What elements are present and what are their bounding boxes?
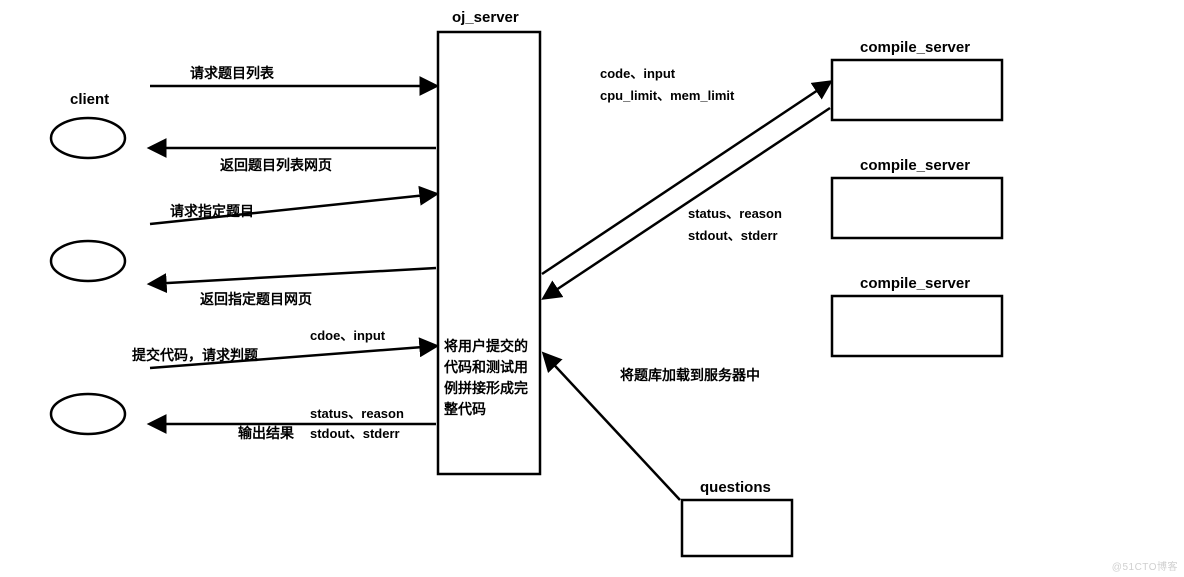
client-ellipse-3	[51, 394, 125, 434]
compile-server-rect-1	[832, 60, 1002, 120]
arrow-output: 输出结果 status、reason stdout、stderr	[150, 406, 436, 441]
questions-rect	[682, 500, 792, 556]
label-output-ann1: status、reason	[310, 406, 404, 421]
client-label: client	[70, 91, 109, 108]
oj-server-group: oj_server 将用户提交的代码和测试用例拼接形成完整代码	[438, 9, 540, 474]
compile-server-label-1: compile_server	[860, 39, 970, 56]
label-resp-list: 返回题目列表网页	[220, 157, 332, 173]
compile-servers-group: compile_server compile_server compile_se…	[832, 39, 1002, 356]
questions-group: questions	[682, 479, 792, 556]
compile-server-label-3: compile_server	[860, 275, 970, 292]
arrow-resp-one: 返回指定题目网页	[150, 268, 436, 307]
label-output: 输出结果	[238, 425, 295, 441]
label-submit: 提交代码，请求判题	[132, 347, 259, 363]
watermark: @51CTO博客	[1112, 558, 1178, 573]
label-resp-one: 返回指定题目网页	[200, 291, 312, 307]
compile-server-label-2: compile_server	[860, 157, 970, 174]
questions-label: questions	[700, 479, 771, 496]
label-load-questions: 将题库加载到服务器中	[620, 367, 760, 383]
label-from-compile1: status、reason	[688, 206, 782, 221]
client-group: client	[51, 91, 125, 434]
label-to-compile2: cpu_limit、mem_limit	[600, 88, 735, 103]
arrow-submit: 提交代码，请求判题 cdoe、input	[132, 328, 436, 368]
arrow-to-compile: code、input cpu_limit、mem_limit	[542, 66, 830, 274]
label-submit-ann: cdoe、input	[310, 328, 386, 343]
oj-server-text: 将用户提交的代码和测试用例拼接形成完整代码	[444, 336, 534, 420]
label-output-ann2: stdout、stderr	[310, 426, 400, 441]
label-req-list: 请求题目列表	[190, 65, 275, 81]
arrow-resp-list: 返回题目列表网页	[150, 148, 436, 173]
oj-server-text-fo: 将用户提交的代码和测试用例拼接形成完整代码	[444, 336, 534, 466]
label-req-one: 请求指定题目	[170, 203, 254, 219]
compile-server-rect-3	[832, 296, 1002, 356]
client-ellipse-1	[51, 118, 125, 158]
label-from-compile2: stdout、stderr	[688, 228, 778, 243]
arrow-req-one: 请求指定题目	[150, 194, 436, 224]
arrow-req-list: 请求题目列表	[150, 65, 436, 86]
client-ellipse-2	[51, 241, 125, 281]
label-to-compile1: code、input	[600, 66, 676, 81]
arrow-from-compile: status、reason stdout、stderr	[544, 108, 830, 298]
oj-server-label: oj_server	[452, 9, 519, 26]
compile-server-rect-2	[832, 178, 1002, 238]
